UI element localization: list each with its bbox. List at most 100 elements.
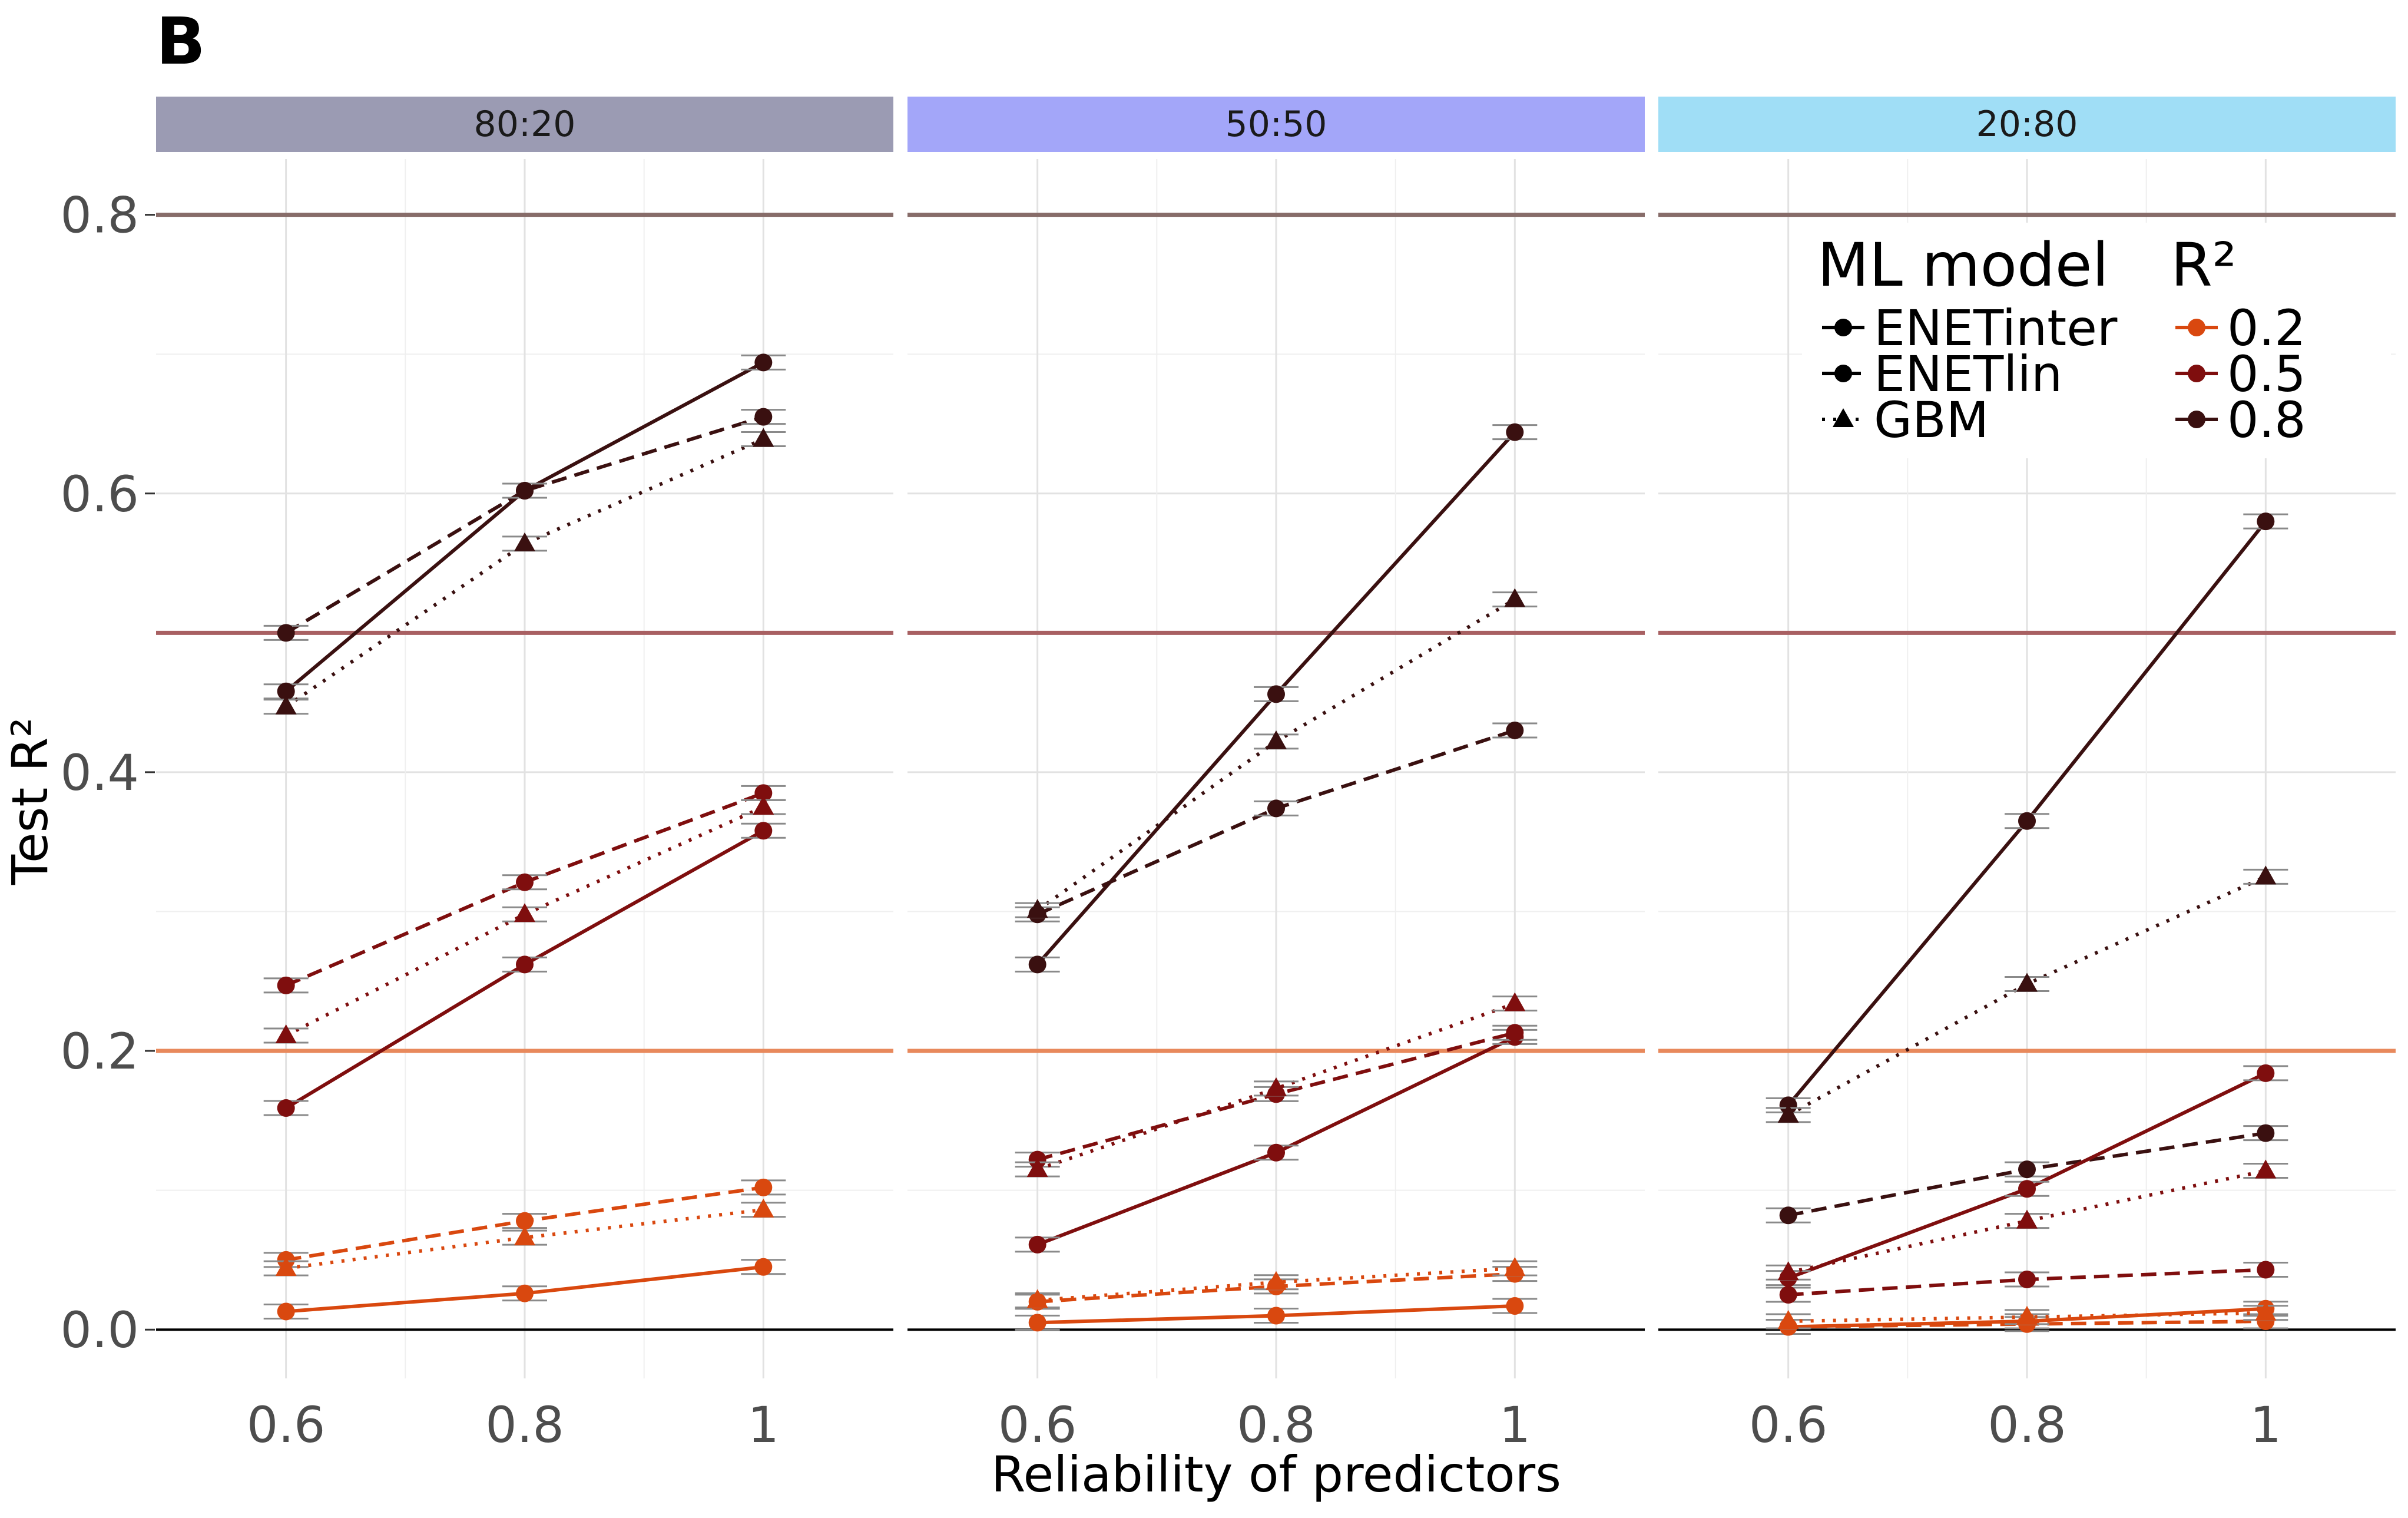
legend-label-r2: 0.2 <box>2227 299 2306 357</box>
series-GBM-r2-0.8 <box>1015 588 1538 918</box>
data-point-triangle <box>753 1198 774 1218</box>
data-point-circle <box>1267 1307 1285 1325</box>
data-point-triangle <box>2016 1209 2038 1229</box>
data-point-circle <box>1028 1314 1046 1332</box>
facet-strip-label: 80:20 <box>474 104 576 145</box>
series-ENETinter-r2-0.5 <box>263 822 786 1117</box>
facet-strip <box>1658 97 2396 152</box>
data-point-circle <box>1267 799 1285 818</box>
data-point-circle <box>277 1302 295 1321</box>
legend-label-model: ENETinter <box>1874 299 2118 357</box>
legend-key-circle <box>2188 319 2205 336</box>
data-point-circle <box>754 353 773 372</box>
series-ENETlin-r2-0.5 <box>1766 1261 2288 1304</box>
data-point-circle <box>1506 721 1524 739</box>
legend-title-r2: R² <box>2171 230 2237 300</box>
data-point-triangle <box>1026 899 1048 918</box>
y-tick-label: 0.4 <box>60 744 139 802</box>
data-point-circle <box>754 408 773 426</box>
series-GBM-r2-0.8 <box>263 428 786 715</box>
data-point-circle <box>516 1212 534 1230</box>
data-point-triangle <box>275 1257 297 1276</box>
data-point-circle <box>1267 1143 1285 1162</box>
data-point-circle <box>754 822 773 840</box>
data-point-triangle <box>1266 1077 1287 1096</box>
data-point-circle <box>1028 1235 1046 1254</box>
x-tick-label: 1 <box>1499 1396 1531 1454</box>
data-point-circle <box>1506 1024 1524 1042</box>
chart-panels: 80:20 0.6 0.8 1 50:50 0.6 0.8 1 20:80 0.6 0.8 1 <box>156 97 2396 1454</box>
y-axis-title: Test R² <box>1 717 59 885</box>
data-point-triangle <box>1266 730 1287 749</box>
data-point-triangle <box>2016 1305 2038 1325</box>
figure-tag: B <box>156 4 206 79</box>
series-line <box>1787 875 2267 1117</box>
facet-strip-label: 50:50 <box>1225 104 1327 145</box>
data-point-triangle <box>1504 992 1526 1011</box>
y-axis: 0.0 0.2 0.4 0.6 0.8 <box>60 187 155 1359</box>
legend-label-model: GBM <box>1874 391 1989 449</box>
data-point-triangle <box>1266 1271 1287 1290</box>
data-point-triangle <box>2255 1301 2277 1321</box>
legend-title-model: ML model <box>1817 230 2109 300</box>
facet-strip <box>156 97 893 152</box>
series-GBM-r2-0.5 <box>263 796 786 1044</box>
legend-key-triangle <box>1833 408 1854 427</box>
x-tick-label: 1 <box>748 1396 779 1454</box>
data-point-circle <box>516 482 534 500</box>
data-point-circle <box>516 955 534 974</box>
data-point-triangle <box>2255 1159 2277 1179</box>
series-line <box>286 1208 764 1271</box>
series-ENETlin-r2-0.5 <box>263 784 786 994</box>
data-point-circle <box>277 976 295 994</box>
series-ENETlin-r2-0.8 <box>263 408 786 642</box>
y-tick-label: 0.6 <box>60 465 139 523</box>
data-point-triangle <box>514 532 535 551</box>
data-point-triangle <box>514 903 535 922</box>
x-tick-label: 0.8 <box>485 1396 564 1454</box>
data-point-circle <box>1028 955 1046 974</box>
data-point-triangle <box>1777 1310 1799 1330</box>
facet-strip <box>907 97 1645 152</box>
x-tick-label: 0.8 <box>1988 1396 2066 1454</box>
series-GBM-r2-0.5 <box>1766 1159 2288 1281</box>
x-tick-label: 0.6 <box>1749 1396 1828 1454</box>
data-point-triangle <box>753 428 774 447</box>
panel-50-50: 50:50 0.6 0.8 1 <box>907 97 1645 1454</box>
x-axis-title: Reliability of predictors <box>991 1446 1561 1503</box>
x-tick-label: 0.8 <box>1237 1396 1316 1454</box>
series-line <box>1788 1311 2266 1324</box>
series-ENETinter-r2-0.8 <box>1015 423 1538 974</box>
data-point-triangle <box>753 796 774 815</box>
data-point-triangle <box>2255 865 2277 885</box>
legend-label-model: ENETlin <box>1874 345 2062 403</box>
data-point-circle <box>2018 812 2036 830</box>
series-GBM-r2-0.2 <box>1015 1257 1538 1309</box>
data-point-circle <box>754 1258 773 1276</box>
x-tick-label: 1 <box>2250 1396 2281 1454</box>
data-point-triangle <box>275 1024 297 1044</box>
data-point-circle <box>1506 423 1524 441</box>
x-tick-label: 0.6 <box>998 1396 1077 1454</box>
series-ENETlin-r2-0.8 <box>1766 1124 2288 1225</box>
data-point-triangle <box>1504 1257 1526 1276</box>
legend-background <box>1802 223 2391 458</box>
legend-key-circle <box>1834 365 1852 382</box>
series-GBM-r2-0.2 <box>1766 1301 2288 1330</box>
series-GBM-r2-0.2 <box>263 1198 786 1276</box>
data-point-circle <box>277 1099 295 1117</box>
data-point-circle <box>2257 1261 2275 1279</box>
data-point-circle <box>277 624 295 642</box>
data-point-circle <box>754 784 773 802</box>
legend-label-r2: 0.5 <box>2227 345 2306 403</box>
series-GBM-r2-0.5 <box>1015 992 1538 1178</box>
panel-80-20: 80:20 0.6 0.8 1 <box>156 97 893 1454</box>
data-point-triangle <box>1026 1158 1048 1178</box>
series-ENETlin-r2-0.2 <box>263 1178 786 1269</box>
data-point-circle <box>1779 1206 1797 1225</box>
data-point-circle <box>277 682 295 700</box>
y-tick-label: 0.2 <box>60 1023 139 1080</box>
data-point-circle <box>516 1284 534 1302</box>
data-point-circle <box>2257 512 2275 531</box>
